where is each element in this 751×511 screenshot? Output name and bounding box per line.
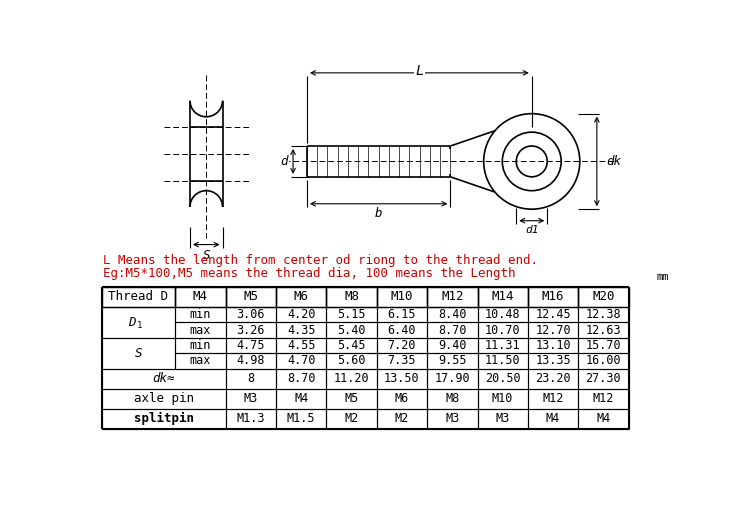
- Text: M10: M10: [492, 392, 514, 405]
- Text: max: max: [190, 323, 211, 337]
- Text: M4: M4: [596, 412, 611, 425]
- Text: M1.5: M1.5: [287, 412, 315, 425]
- Text: b: b: [375, 206, 382, 220]
- Text: M16: M16: [541, 290, 564, 304]
- Text: S: S: [134, 346, 142, 360]
- Text: 5.15: 5.15: [337, 308, 366, 321]
- Text: 4.55: 4.55: [287, 339, 315, 352]
- Text: M4: M4: [546, 412, 560, 425]
- Text: M6: M6: [395, 392, 409, 405]
- Text: 5.60: 5.60: [337, 354, 366, 367]
- Text: M5: M5: [243, 290, 258, 304]
- Text: 11.31: 11.31: [485, 339, 520, 352]
- Text: 4.75: 4.75: [237, 339, 265, 352]
- Text: M4: M4: [193, 290, 208, 304]
- Text: M12: M12: [441, 290, 463, 304]
- Text: 20.50: 20.50: [485, 372, 520, 385]
- Text: M3: M3: [445, 412, 460, 425]
- Text: 5.40: 5.40: [337, 323, 366, 337]
- Text: 12.63: 12.63: [586, 323, 621, 337]
- Text: 13.10: 13.10: [535, 339, 571, 352]
- Text: M8: M8: [445, 392, 460, 405]
- Text: 11.20: 11.20: [333, 372, 369, 385]
- Text: 6.15: 6.15: [388, 308, 416, 321]
- Text: d: d: [280, 155, 288, 168]
- Text: 23.20: 23.20: [535, 372, 571, 385]
- Text: Eg:M5*100,M5 means the thread dia, 100 means the Length: Eg:M5*100,M5 means the thread dia, 100 m…: [103, 267, 516, 280]
- Text: min: min: [190, 308, 211, 321]
- Text: M14: M14: [491, 290, 514, 304]
- Text: 11.50: 11.50: [485, 354, 520, 367]
- Text: M3: M3: [496, 412, 510, 425]
- Text: 4.70: 4.70: [287, 354, 315, 367]
- Text: 9.55: 9.55: [438, 354, 466, 367]
- Text: M10: M10: [391, 290, 413, 304]
- Text: 8.70: 8.70: [287, 372, 315, 385]
- Text: 4.35: 4.35: [287, 323, 315, 337]
- Text: 3.26: 3.26: [237, 323, 265, 337]
- Text: 10.70: 10.70: [485, 323, 520, 337]
- Text: 4.20: 4.20: [287, 308, 315, 321]
- Text: M20: M20: [593, 290, 614, 304]
- Text: 17.90: 17.90: [435, 372, 470, 385]
- Text: 9.40: 9.40: [438, 339, 466, 352]
- Text: M6: M6: [294, 290, 309, 304]
- Text: M4: M4: [294, 392, 309, 405]
- Text: 7.35: 7.35: [388, 354, 416, 367]
- Text: 8.70: 8.70: [438, 323, 466, 337]
- Text: Thread D: Thread D: [108, 290, 168, 304]
- Text: dk≈: dk≈: [152, 372, 175, 385]
- Text: axle pin: axle pin: [134, 392, 194, 405]
- Text: 3.06: 3.06: [237, 308, 265, 321]
- Text: 8.40: 8.40: [438, 308, 466, 321]
- Text: 16.00: 16.00: [586, 354, 621, 367]
- Text: S: S: [203, 249, 210, 262]
- Text: mm: mm: [656, 272, 669, 282]
- Text: 27.30: 27.30: [586, 372, 621, 385]
- Text: 6.40: 6.40: [388, 323, 416, 337]
- Text: 1: 1: [137, 321, 142, 330]
- Text: L Means the length from center od riong to the thread end.: L Means the length from center od riong …: [103, 254, 538, 267]
- Text: 4.98: 4.98: [237, 354, 265, 367]
- Text: M12: M12: [593, 392, 614, 405]
- Text: L: L: [415, 64, 424, 78]
- Text: 12.45: 12.45: [535, 308, 571, 321]
- Text: 15.70: 15.70: [586, 339, 621, 352]
- Text: M1.3: M1.3: [237, 412, 265, 425]
- Text: 5.45: 5.45: [337, 339, 366, 352]
- Text: 10.48: 10.48: [485, 308, 520, 321]
- Text: dk: dk: [606, 155, 621, 168]
- Text: 7.20: 7.20: [388, 339, 416, 352]
- Text: d1: d1: [525, 225, 538, 235]
- Text: 8: 8: [247, 372, 255, 385]
- Text: M3: M3: [243, 392, 258, 405]
- Text: M2: M2: [345, 412, 359, 425]
- Text: M5: M5: [345, 392, 359, 405]
- Text: M12: M12: [542, 392, 564, 405]
- Text: D: D: [128, 316, 135, 329]
- Text: 12.38: 12.38: [586, 308, 621, 321]
- Text: M8: M8: [344, 290, 359, 304]
- Text: min: min: [190, 339, 211, 352]
- Text: M2: M2: [395, 412, 409, 425]
- Text: 12.70: 12.70: [535, 323, 571, 337]
- Text: max: max: [190, 354, 211, 367]
- Text: splitpin: splitpin: [134, 412, 194, 425]
- Text: 13.50: 13.50: [384, 372, 420, 385]
- Text: 13.35: 13.35: [535, 354, 571, 367]
